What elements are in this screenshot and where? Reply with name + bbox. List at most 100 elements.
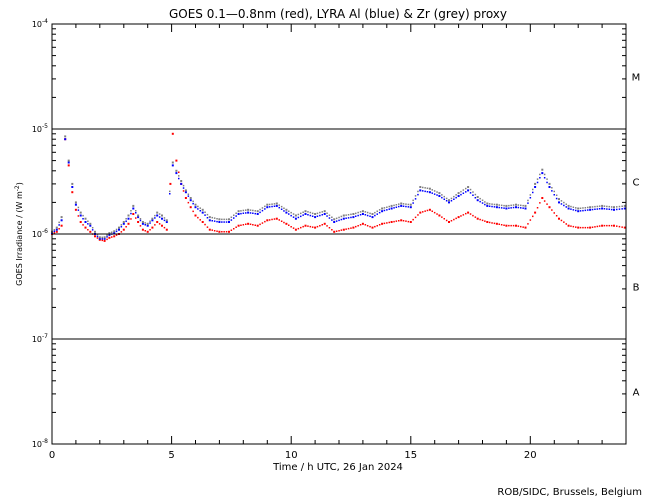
data-point bbox=[169, 190, 171, 193]
data-point bbox=[82, 218, 84, 220]
data-point bbox=[264, 208, 266, 210]
data-point bbox=[194, 206, 197, 209]
data-point bbox=[361, 213, 364, 215]
data-point bbox=[256, 210, 259, 213]
y-tick-label: 10-8 bbox=[32, 438, 48, 449]
data-point bbox=[621, 208, 623, 210]
data-point bbox=[357, 225, 359, 227]
data-point bbox=[409, 206, 412, 209]
data-point bbox=[529, 194, 532, 196]
data-point bbox=[345, 217, 347, 219]
data-point bbox=[426, 209, 429, 212]
data-point bbox=[484, 201, 486, 203]
data-point bbox=[555, 215, 558, 217]
data-point bbox=[621, 226, 623, 228]
data-point bbox=[125, 220, 127, 222]
data-point bbox=[342, 214, 345, 217]
data-point bbox=[613, 208, 615, 211]
data-point bbox=[577, 210, 580, 213]
data-point bbox=[520, 207, 522, 209]
data-point bbox=[587, 226, 589, 229]
data-point bbox=[352, 213, 355, 215]
data-point bbox=[149, 222, 151, 224]
data-point bbox=[122, 228, 125, 231]
data-point bbox=[424, 190, 426, 193]
data-point bbox=[89, 222, 92, 225]
data-point bbox=[548, 186, 551, 188]
data-point bbox=[294, 214, 297, 217]
data-point bbox=[409, 203, 412, 206]
data-point bbox=[352, 216, 355, 219]
data-point bbox=[187, 195, 190, 197]
data-point bbox=[443, 198, 445, 200]
data-point bbox=[398, 203, 400, 205]
data-point bbox=[366, 211, 369, 214]
x-tick-label: 20 bbox=[524, 450, 537, 461]
data-point bbox=[275, 202, 278, 205]
data-point bbox=[563, 221, 565, 223]
data-point bbox=[60, 216, 63, 219]
data-point bbox=[335, 230, 338, 232]
data-point bbox=[467, 189, 470, 192]
data-point bbox=[300, 215, 302, 218]
data-point bbox=[67, 159, 70, 162]
data-point bbox=[304, 213, 307, 215]
data-point bbox=[58, 224, 60, 226]
data-point bbox=[113, 230, 116, 233]
y-tick-label: 10-4 bbox=[32, 18, 48, 29]
data-point bbox=[199, 219, 201, 221]
data-point bbox=[67, 161, 70, 164]
data-point bbox=[280, 208, 283, 210]
flare-class-label: A bbox=[633, 388, 640, 399]
data-point bbox=[357, 211, 359, 214]
data-point bbox=[254, 210, 256, 212]
data-point bbox=[184, 189, 187, 192]
data-point bbox=[481, 202, 484, 204]
data-point bbox=[419, 186, 422, 188]
data-point bbox=[393, 220, 395, 223]
data-point bbox=[469, 188, 472, 191]
data-point bbox=[254, 224, 256, 226]
data-point bbox=[135, 217, 137, 219]
data-point bbox=[522, 207, 524, 209]
data-point bbox=[273, 205, 276, 207]
data-point bbox=[89, 224, 92, 227]
data-point bbox=[199, 207, 201, 209]
data-point bbox=[350, 213, 352, 216]
data-point bbox=[512, 206, 515, 209]
flare-class-label: B bbox=[633, 283, 640, 294]
data-point bbox=[163, 219, 166, 222]
data-point bbox=[515, 206, 517, 209]
data-point bbox=[96, 235, 99, 238]
data-point bbox=[197, 216, 199, 219]
data-point bbox=[208, 216, 211, 219]
data-point bbox=[204, 211, 206, 213]
data-point bbox=[245, 212, 247, 214]
data-point bbox=[419, 211, 422, 214]
data-point bbox=[245, 223, 247, 225]
data-point bbox=[184, 191, 187, 194]
data-point bbox=[465, 191, 467, 193]
data-point bbox=[106, 236, 108, 238]
data-point bbox=[388, 205, 390, 208]
data-point bbox=[223, 231, 225, 233]
data-point bbox=[484, 220, 486, 222]
data-point bbox=[268, 206, 271, 208]
data-point bbox=[366, 225, 369, 227]
data-point bbox=[579, 226, 582, 229]
data-point bbox=[84, 226, 87, 229]
data-point bbox=[82, 224, 84, 226]
data-point bbox=[486, 204, 489, 207]
data-point bbox=[225, 218, 228, 221]
data-point bbox=[474, 197, 477, 199]
data-point bbox=[371, 213, 374, 215]
data-point bbox=[115, 228, 118, 231]
data-point bbox=[211, 229, 213, 231]
data-point bbox=[333, 221, 336, 223]
data-point bbox=[462, 214, 465, 216]
data-point bbox=[221, 218, 223, 221]
data-point bbox=[74, 203, 77, 206]
data-point bbox=[120, 231, 123, 233]
data-point bbox=[594, 226, 596, 228]
data-point bbox=[563, 201, 565, 204]
